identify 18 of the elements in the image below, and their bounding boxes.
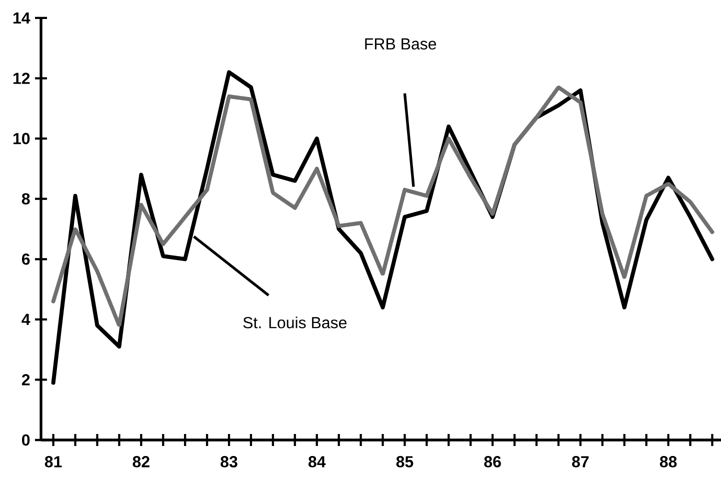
x-tick-label: 85 [396,456,414,468]
x-tick-label: 84 [308,456,326,468]
y-tick-label: 0 [22,434,30,446]
x-tick-label: 82 [132,456,150,468]
annotation: FRB Base [365,38,436,50]
y-tick-label: 4 [22,314,30,325]
y-tick-label: 2 [22,374,30,386]
x-tick-label: 86 [484,456,501,468]
x-tick-label: 87 [572,456,589,468]
annotation: St. Louis Base [243,316,346,328]
y-tick-label: 14 [13,12,30,24]
y-tick-label: 10 [13,132,30,144]
x-tick-label: 81 [44,456,62,468]
y-tick-label: 8 [22,193,30,205]
y-tick-label: 6 [22,253,30,265]
x-tick-label: 88 [660,456,677,468]
y-tick-label: 12 [13,72,30,84]
x-tick-label: 83 [220,456,238,468]
